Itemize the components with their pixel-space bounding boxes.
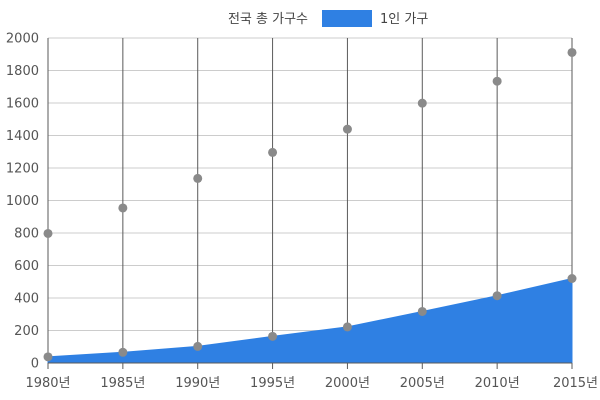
point-1in-gagu	[268, 331, 278, 341]
axes: 0 200 400 600 800 1000 1200 1400 1600 1800 2000 198…	[6, 32, 598, 392]
y-tick-label: 2000	[6, 32, 39, 47]
point-1in-gagu	[567, 274, 577, 283]
point-series	[43, 47, 577, 362]
point-total-gagu	[492, 76, 502, 86]
point-1in-gagu	[342, 322, 352, 332]
point-total-gagu	[43, 228, 53, 238]
x-tick-label: 1995년	[250, 376, 295, 391]
y-tick-label: 1000	[6, 194, 39, 209]
point-total-gagu	[417, 98, 427, 108]
x-tick-label: 2010년	[475, 376, 520, 391]
point-1in-gagu	[193, 341, 203, 351]
x-tick-label: 1980년	[25, 376, 70, 391]
point-1in-gagu	[417, 306, 427, 316]
legend-label-1in-gagu: 1인 가구	[380, 12, 428, 27]
legend: 전국 총 가구수 1인 가구	[228, 10, 428, 27]
point-1in-gagu	[492, 291, 502, 301]
y-tick-label: 0	[31, 357, 39, 372]
grid	[47, 37, 573, 364]
x-tick-label: 1985년	[100, 376, 145, 391]
y-tick-label: 800	[14, 227, 39, 242]
x-tick-label: 2005년	[400, 376, 445, 391]
y-tick-label: 1400	[6, 129, 39, 144]
point-total-gagu	[268, 147, 278, 157]
legend-label-total: 전국 총 가구수	[228, 12, 308, 27]
point-total-gagu	[118, 203, 128, 213]
x-tick-label: 2015년	[553, 376, 598, 391]
point-total-gagu	[342, 124, 352, 134]
y-tick-label: 1200	[6, 162, 39, 177]
x-tick-label: 1990년	[175, 376, 220, 391]
y-tick-label: 200	[14, 324, 39, 339]
point-1in-gagu	[43, 352, 53, 362]
y-tick-label: 600	[14, 259, 39, 274]
y-tick-label: 1600	[6, 97, 39, 112]
legend-swatch-1in-gagu	[322, 10, 372, 27]
point-total-gagu	[193, 173, 203, 183]
point-total-gagu	[567, 47, 577, 57]
y-tick-label: 400	[14, 292, 39, 307]
y-tick-label: 1800	[6, 64, 39, 79]
x-tick-label: 2000년	[325, 376, 370, 391]
point-1in-gagu	[118, 347, 128, 357]
